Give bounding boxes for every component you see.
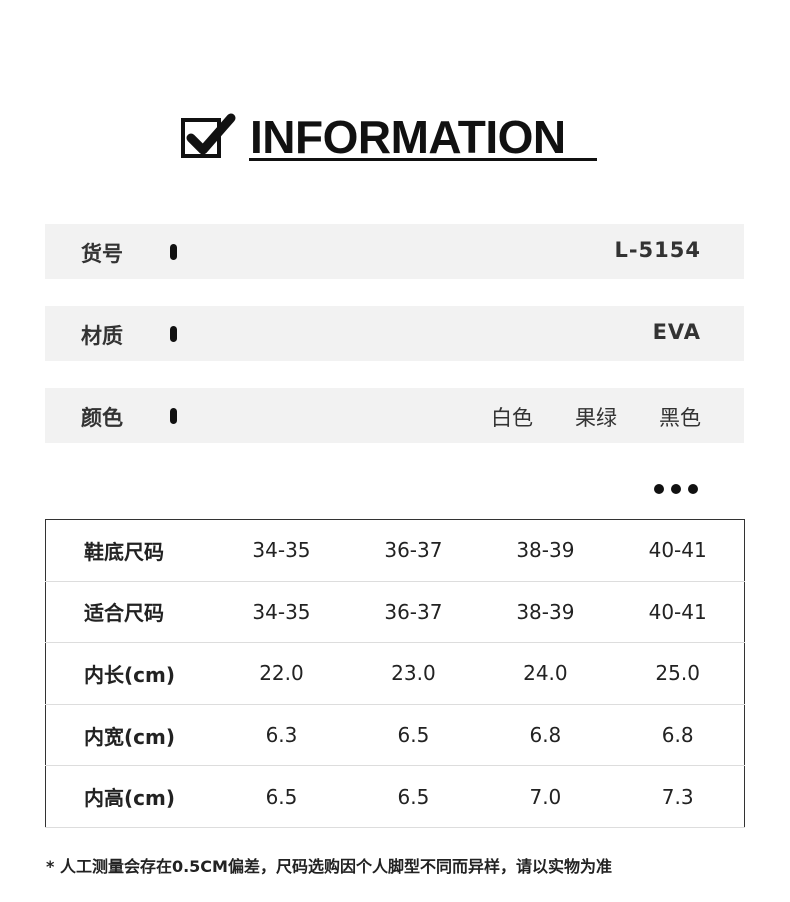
- table-row: 内长(cm) 22.0 23.0 24.0 25.0: [45, 642, 745, 705]
- info-label: 货号: [81, 242, 123, 266]
- table-cell: 6.5: [347, 704, 480, 767]
- table-cell: 40-41: [611, 519, 745, 582]
- row-label: 内长(cm): [45, 642, 216, 705]
- table-row: 内宽(cm) 6.3 6.5 6.8 6.8: [45, 704, 745, 767]
- table-row: 内高(cm) 6.5 6.5 7.0 7.3: [45, 765, 745, 828]
- table-row: 适合尺码 34-35 36-37 38-39 40-41: [45, 581, 745, 644]
- color-option: 黑色: [659, 406, 701, 430]
- info-row-material: 材质 EVA: [45, 306, 744, 361]
- table-cell: 36-37: [347, 519, 480, 582]
- color-option: 白色: [491, 406, 533, 430]
- table-cell: 34-35: [215, 519, 348, 582]
- row-label: 内高(cm): [45, 765, 216, 828]
- row-label: 鞋底尺码: [45, 519, 216, 582]
- table-cell: 22.0: [215, 642, 348, 705]
- separator-pill: [170, 408, 177, 424]
- separator-pill: [170, 326, 177, 342]
- info-value: L-5154: [614, 238, 701, 262]
- table-row: 鞋底尺码 34-35 36-37 38-39 40-41: [45, 519, 745, 582]
- table-cell: 34-35: [215, 581, 348, 644]
- table-cell: 23.0: [347, 642, 480, 705]
- size-table: 鞋底尺码 34-35 36-37 38-39 40-41 适合尺码 34-35 36-37 38…: [45, 519, 745, 828]
- info-value: EVA: [652, 320, 701, 344]
- table-cell: 6.8: [611, 704, 745, 767]
- ellipsis-icon: [654, 484, 698, 494]
- title-underline: [249, 158, 597, 161]
- info-row-color: 颜色 白色 果绿 黑色: [45, 388, 744, 443]
- table-cell: 25.0: [611, 642, 745, 705]
- color-options: 白色 果绿 黑色: [491, 402, 701, 432]
- info-row-item-number: 货号 L-5154: [45, 224, 744, 279]
- table-cell: 38-39: [479, 581, 612, 644]
- page-title: INFORMATION: [250, 111, 566, 163]
- table-cell: 38-39: [479, 519, 612, 582]
- table-cell: 6.5: [347, 765, 480, 828]
- row-label: 内宽(cm): [45, 704, 216, 767]
- checkbox-checked-icon: [181, 112, 236, 158]
- table-cell: 36-37: [347, 581, 480, 644]
- header: [181, 112, 236, 158]
- table-cell: 7.3: [611, 765, 745, 828]
- table-cell: 6.8: [479, 704, 612, 767]
- row-label: 适合尺码: [45, 581, 216, 644]
- footnote: * 人工测量会存在0.5CM偏差，尺码选购因个人脚型不同而异样，请以实物为准: [46, 857, 612, 876]
- color-option: 果绿: [575, 406, 617, 430]
- table-cell: 6.5: [215, 765, 348, 828]
- separator-pill: [170, 244, 177, 260]
- table-cell: 40-41: [611, 581, 745, 644]
- info-label: 材质: [81, 324, 123, 348]
- info-label: 颜色: [81, 406, 123, 430]
- table-cell: 6.3: [215, 704, 348, 767]
- table-cell: 24.0: [479, 642, 612, 705]
- table-cell: 7.0: [479, 765, 612, 828]
